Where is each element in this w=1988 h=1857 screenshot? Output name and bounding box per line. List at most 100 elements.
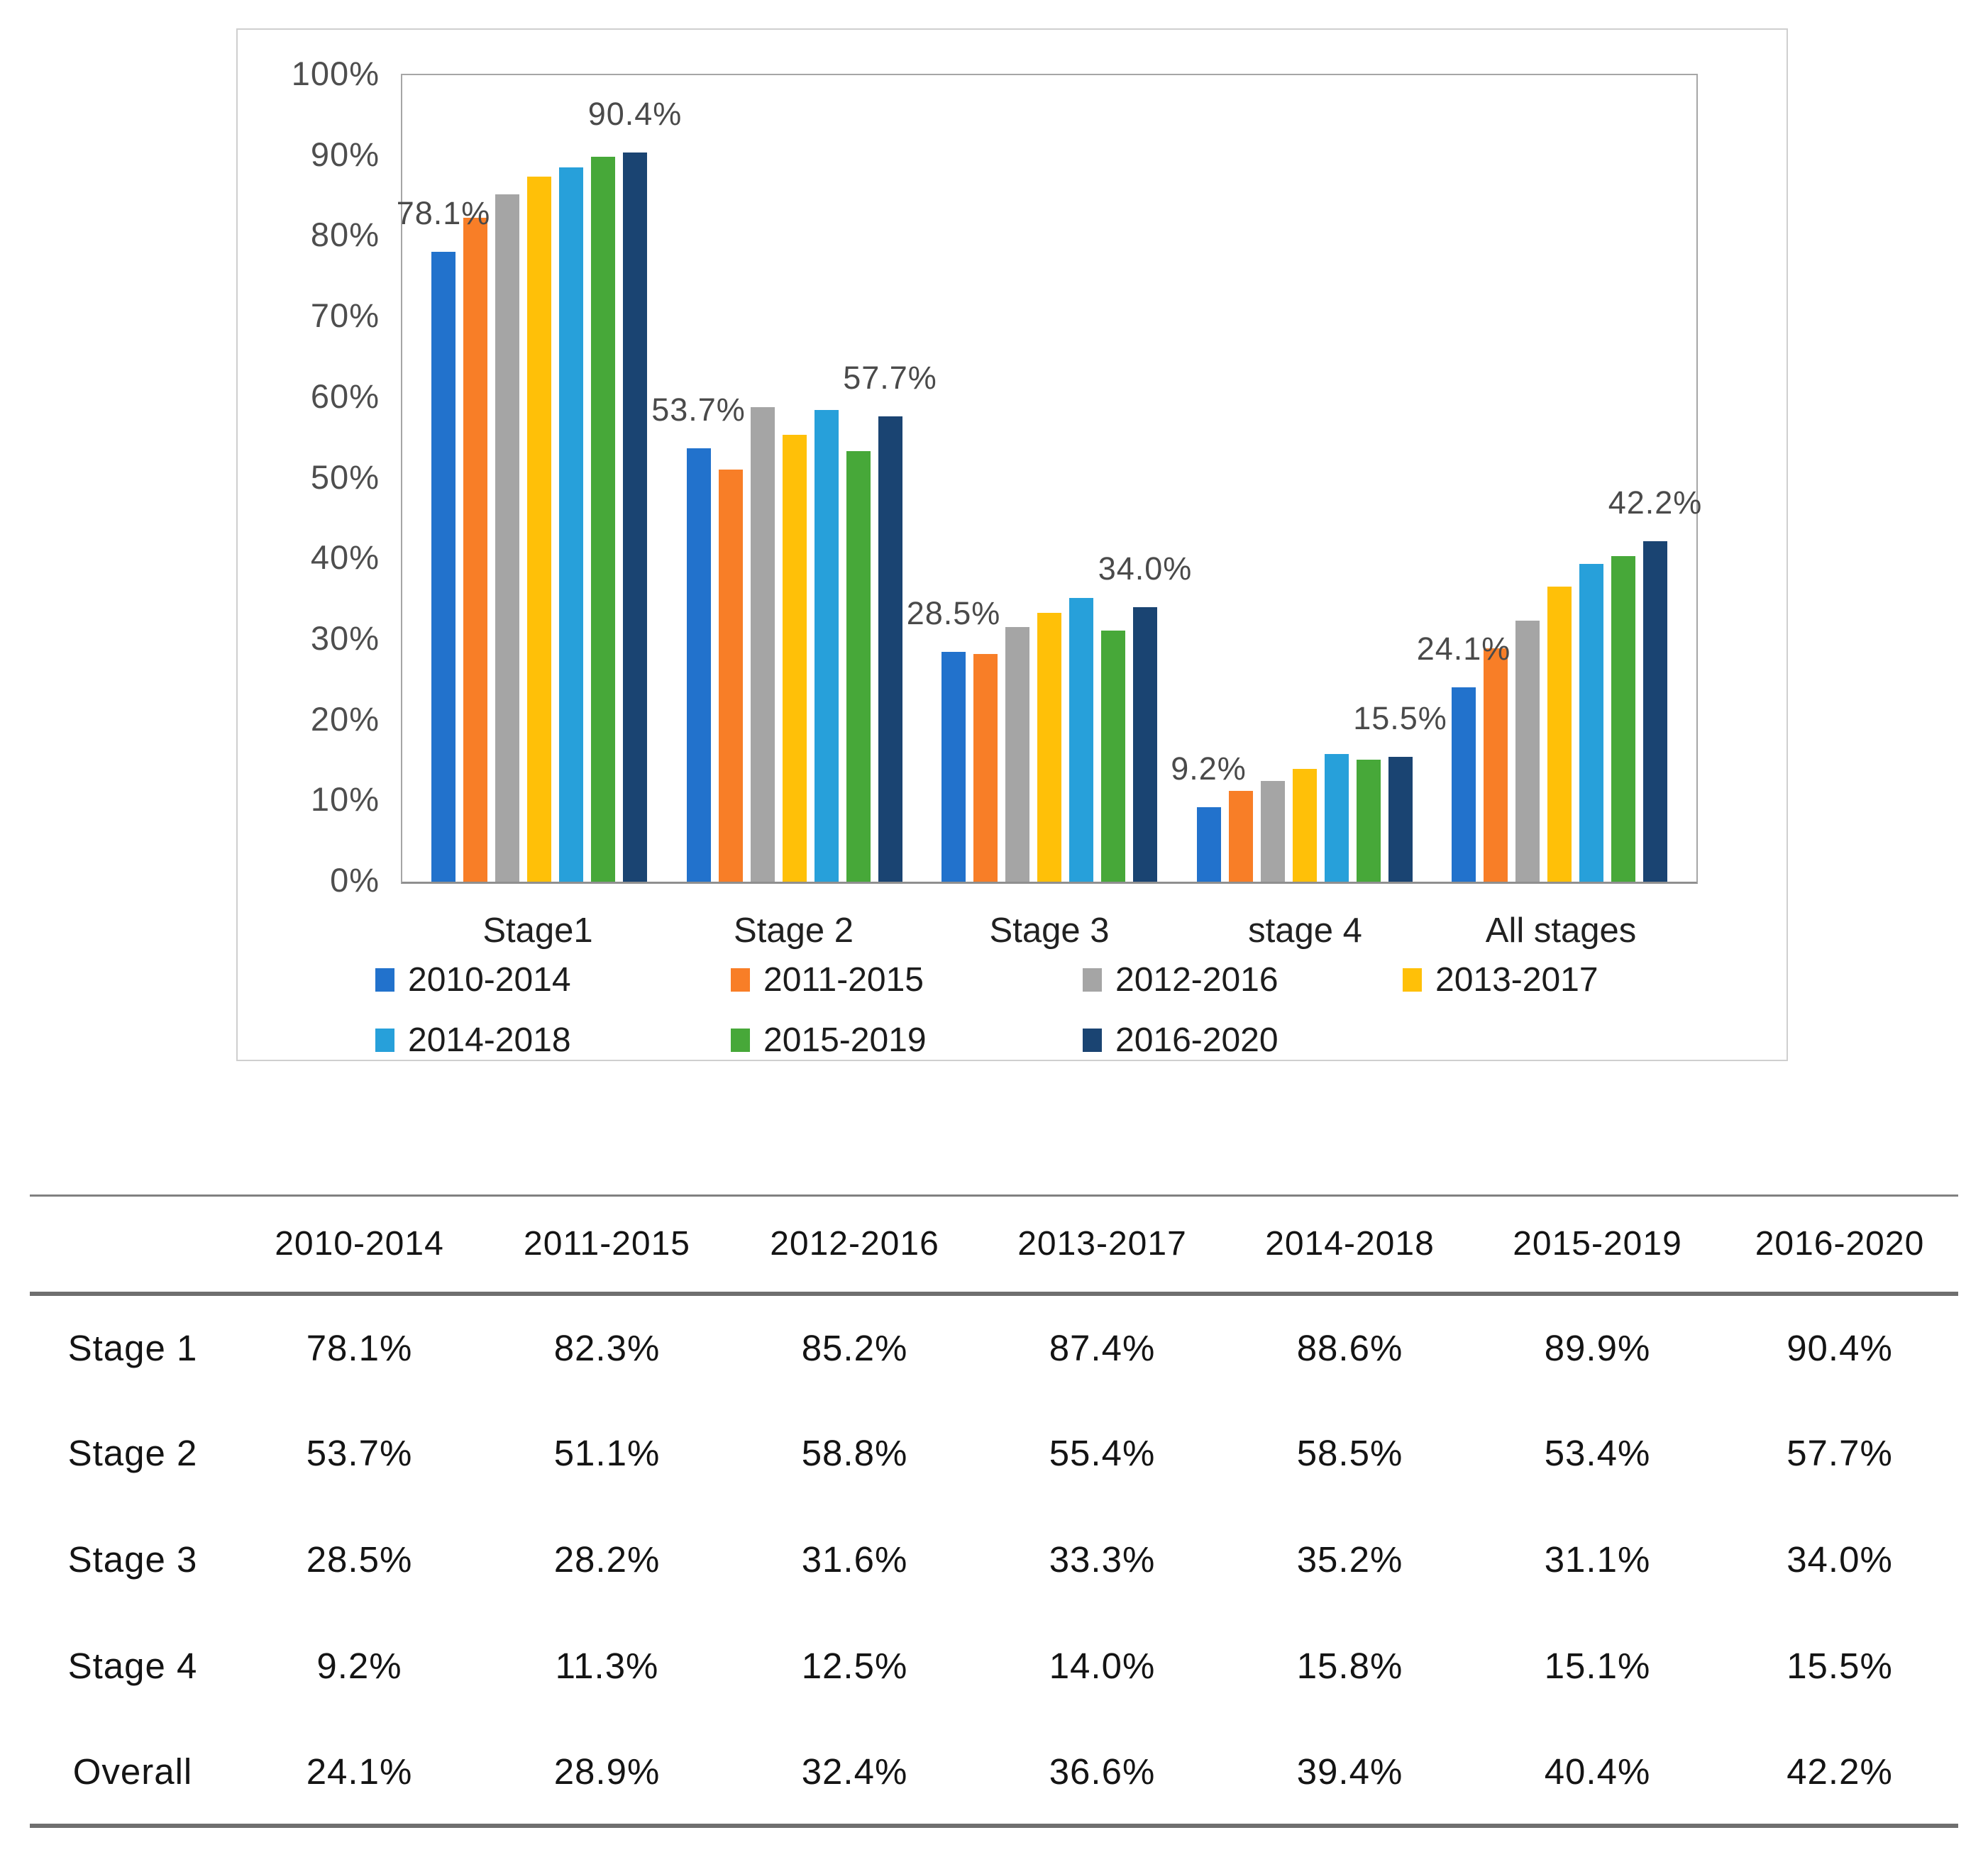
- bar: [1643, 541, 1667, 882]
- bar: [1515, 620, 1540, 882]
- y-axis-tick-label: 0%: [330, 861, 380, 899]
- bar: [1388, 756, 1413, 882]
- table-cell: 87.4%: [1049, 1327, 1156, 1368]
- bar: [1547, 586, 1572, 882]
- bar: [1324, 754, 1349, 882]
- y-axis-tick-label: 40%: [310, 538, 380, 577]
- bar: [878, 416, 902, 882]
- table-cell: 34.0%: [1787, 1539, 1893, 1580]
- y-axis-tick-label: 50%: [310, 458, 380, 496]
- table-row-label: Stage 4: [67, 1646, 198, 1686]
- bar: [1611, 555, 1635, 882]
- bar: [846, 450, 871, 882]
- table-cell: 55.4%: [1049, 1433, 1156, 1473]
- table-cell: 31.1%: [1544, 1539, 1651, 1580]
- table-cell: 32.4%: [731, 1719, 978, 1828]
- bar-data-label: 42.2%: [1608, 484, 1703, 521]
- table-row-label: Overall: [30, 1719, 236, 1828]
- category-label: stage 4: [1248, 911, 1362, 950]
- bar: [1196, 807, 1221, 882]
- bar: [973, 654, 998, 882]
- legend-item: 2014-2018: [375, 1018, 571, 1062]
- legend-color-chip: [1083, 968, 1102, 992]
- bar: [1484, 648, 1508, 882]
- bar: [431, 252, 455, 882]
- table-row: Stage 2 53.7% 51.1% 58.8% 55.4% 58.5% 53.4% 57.…: [30, 1400, 1958, 1507]
- table-cell: 88.6%: [1296, 1327, 1403, 1368]
- table-cell: 42.2%: [1721, 1719, 1958, 1828]
- bar: [1356, 760, 1381, 882]
- bar: [814, 409, 839, 882]
- bar-data-label: 57.7%: [843, 360, 937, 396]
- survival-summary-table: 2010-2014 2011-2015 2012-2016 2013-2017 2014…: [30, 1194, 1958, 1828]
- table-cell: 78.1%: [306, 1327, 413, 1368]
- table-header-cell: 2014-2018: [1226, 1195, 1474, 1296]
- table-header-cell: 2011-2015: [483, 1195, 731, 1296]
- bar: [1037, 613, 1061, 882]
- bar-group: 24.1% 42.2%: [1417, 484, 1701, 882]
- table-header-cell: 2013-2017: [978, 1195, 1226, 1296]
- table-row: Overall 24.1% 28.9% 32.4% 36.6% 39.4% 40.4% 42.…: [30, 1719, 1958, 1828]
- bar-group: 53.7% 57.7%: [651, 360, 937, 882]
- table-body: Stage 1 78.1% 82.3% 85.2% 87.4% 88.6% 89.9% 90.…: [30, 1294, 1958, 1828]
- legend-color-chip: [731, 1028, 750, 1052]
- table-row: Stage 3 28.5% 28.2% 31.6% 33.3% 35.2% 31.1% 34.…: [30, 1507, 1958, 1613]
- legend-item: 2010-2014: [375, 958, 571, 1002]
- bar-group: 78.1% 90.4%: [397, 96, 681, 882]
- legend-label: 2012-2016: [1115, 960, 1279, 999]
- legend-label: 2014-2018: [408, 1021, 571, 1059]
- legend-item: 2011-2015: [731, 958, 924, 1002]
- bar: [1101, 631, 1125, 882]
- bar-group: 9.2% 15.5%: [1171, 700, 1447, 882]
- y-axis-tick-label: 60%: [310, 377, 380, 415]
- table-cell: 36.6%: [978, 1719, 1226, 1828]
- table-row: Stage 4 9.2% 11.3% 12.5% 14.0% 15.8% 15.1% 15.5…: [30, 1613, 1958, 1719]
- table-cell: 53.7%: [306, 1433, 413, 1473]
- table-cell: 82.3%: [553, 1327, 661, 1368]
- category-axis: Stage1 Stage 2 Stage 3 stage 4 All stages: [401, 909, 1698, 952]
- bar-group: 28.5% 34.0%: [907, 550, 1191, 882]
- bar: [527, 177, 551, 882]
- legend-label: 2016-2020: [1115, 1021, 1279, 1059]
- legend-item: 2015-2019: [731, 1018, 927, 1062]
- legend-color-chip: [375, 968, 394, 992]
- table-cell: 9.2%: [316, 1646, 402, 1686]
- table-cell: 12.5%: [801, 1646, 908, 1686]
- category-label: Stage 3: [989, 911, 1110, 950]
- legend-label: 2015-2019: [763, 1021, 927, 1059]
- table-header-cell: 2016-2020: [1721, 1195, 1958, 1296]
- bar-data-label: 90.4%: [587, 96, 683, 133]
- table-cell: 15.5%: [1787, 1646, 1893, 1686]
- y-axis-tick-label: 90%: [310, 135, 380, 173]
- bar: [463, 218, 487, 882]
- category-label: Stage1: [482, 911, 593, 950]
- y-axis-tick-label: 100%: [291, 55, 380, 92]
- bar: [1133, 607, 1157, 882]
- legend-item: 2012-2016: [1083, 958, 1279, 1002]
- table-cell: 14.0%: [1049, 1646, 1156, 1686]
- bar: [750, 407, 775, 882]
- table-cell: 15.8%: [1296, 1646, 1403, 1686]
- bar: [1260, 780, 1285, 882]
- legend-label: 2010-2014: [408, 960, 571, 999]
- bar: [591, 156, 615, 882]
- table-row-label: Stage 2: [67, 1433, 198, 1473]
- bar: [686, 448, 711, 882]
- y-axis-tick-label: 30%: [310, 619, 380, 657]
- legend-label: 2011-2015: [763, 960, 924, 999]
- table-cell: 11.3%: [555, 1646, 659, 1686]
- bar: [1228, 790, 1253, 882]
- y-axis-tick-label: 10%: [310, 780, 380, 819]
- table-cell: 40.4%: [1474, 1719, 1721, 1828]
- table-row: Stage 1 78.1% 82.3% 85.2% 87.4% 88.6% 89.9% 90.…: [30, 1294, 1958, 1400]
- bar-data-label: 24.1%: [1416, 631, 1511, 667]
- legend-item: 2016-2020: [1083, 1018, 1279, 1062]
- table-cell: 24.1%: [236, 1719, 483, 1828]
- bar: [495, 194, 519, 882]
- y-axis-tick-label: 20%: [310, 699, 380, 738]
- legend-color-chip: [375, 1028, 394, 1052]
- legend-label: 2013-2017: [1435, 960, 1598, 999]
- table-cell: 39.4%: [1226, 1719, 1474, 1828]
- bar-data-label: 15.5%: [1353, 699, 1447, 736]
- category-label: All stages: [1485, 911, 1637, 950]
